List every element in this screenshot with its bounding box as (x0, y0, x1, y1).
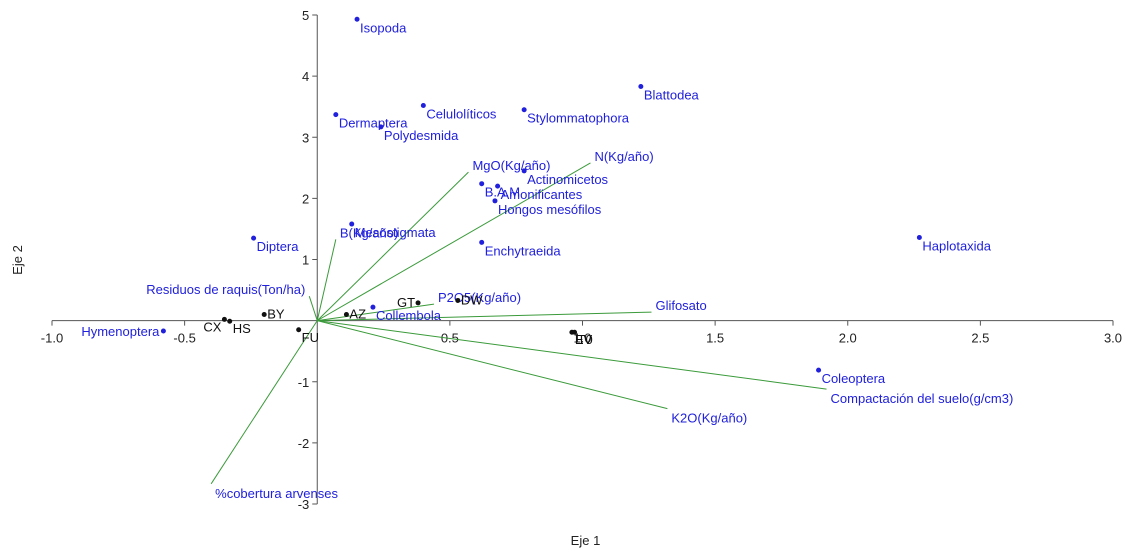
species-label: Actinomicetos (527, 172, 608, 187)
y-axis-title: Eje 2 (10, 245, 25, 275)
species-point (333, 112, 339, 118)
species-point (354, 16, 360, 22)
vector-line (210, 320, 318, 485)
species-label: Amonificantes (501, 187, 583, 202)
site-label: AZ (349, 307, 366, 322)
site-point (572, 329, 578, 335)
y-tick-label: -3 (298, 497, 310, 512)
x-tick-label: -1.0 (41, 331, 63, 346)
species-point (251, 235, 257, 241)
x-tick-label: -0.5 (173, 331, 195, 346)
vector-label: Glifosato (655, 298, 706, 313)
species-label: Blattodea (644, 88, 700, 103)
species-label: Coleoptera (822, 371, 886, 386)
site-point (227, 318, 233, 324)
y-tick-label: 2 (302, 191, 309, 206)
vector-line (317, 303, 435, 322)
species-point (370, 304, 376, 310)
species-label: Mesostigmata (355, 225, 437, 240)
y-tick-label: -1 (298, 375, 310, 390)
vector-label: %cobertura arvenses (215, 486, 338, 501)
site-label: T0 (578, 332, 593, 347)
vector-line (316, 171, 469, 321)
site-point (415, 300, 421, 306)
species-point (816, 367, 822, 373)
vector-label: B(Kg/año) (340, 225, 399, 240)
vector-line (316, 239, 337, 321)
x-tick-label: 2.5 (971, 331, 989, 346)
vector-label: N(Kg/año) (594, 149, 653, 164)
site-point (221, 316, 227, 322)
species-label: B.A.M (485, 185, 520, 200)
species-label: Haplotaxida (922, 238, 991, 253)
site-point (296, 327, 302, 333)
species-point (349, 221, 355, 227)
species-label: Diptera (257, 239, 300, 254)
vector-label: K2O(Kg/año) (671, 411, 747, 426)
species: Isopoda Blattodea Dermaptera Celulolíticos S… (81, 16, 992, 386)
species-point (420, 102, 426, 108)
vector-line (317, 320, 827, 390)
species-label: Stylommatophora (527, 111, 630, 126)
x-tick-label: 1.5 (706, 331, 724, 346)
species-label: Hymenoptera (81, 324, 160, 339)
site-point (455, 297, 461, 303)
site-label: GT (397, 295, 415, 310)
species-point (521, 168, 527, 174)
vector-line (308, 296, 318, 321)
vectors: N(Kg/año) MgO(Kg/año) B(Kg/año) Residuos de… (146, 149, 1013, 501)
species-point (495, 183, 501, 189)
site-label: DW (461, 292, 483, 307)
species-label: Hongos mesófilos (498, 202, 602, 217)
species-label: Polydesmida (384, 128, 459, 143)
species-label: Isopoda (360, 20, 407, 35)
vector-line (317, 320, 668, 410)
x-tick-label: 3.0 (1104, 331, 1122, 346)
species-point (378, 124, 384, 130)
site-point (343, 312, 349, 318)
species-point (521, 107, 527, 113)
species-label: Enchytraeida (485, 243, 562, 258)
species-point (160, 328, 166, 334)
site-label: EV (575, 332, 593, 347)
x-tick-label: 2.0 (839, 331, 857, 346)
site-label: FU (302, 330, 319, 345)
x-tick-label: 1.0 (573, 331, 591, 346)
axes (52, 15, 1113, 504)
x-axis-title: Eje 1 (571, 533, 601, 548)
y-tick-label: 1 (302, 253, 309, 268)
site-label: CX (203, 319, 221, 334)
species-label: Celulolíticos (426, 106, 497, 121)
species-point (916, 234, 922, 240)
species-point (492, 198, 498, 204)
vector-label: Compactación del suelo(g/cm3) (831, 391, 1014, 406)
species-point (479, 239, 485, 245)
y-tick-label: 3 (302, 130, 309, 145)
species-point (479, 181, 485, 187)
vector-label: MgO(Kg/año) (472, 158, 550, 173)
species-point (638, 84, 644, 90)
y-tick-label: -2 (298, 436, 310, 451)
y-tick-label: 5 (302, 8, 309, 23)
species-label: Dermaptera (339, 116, 408, 131)
vector-label: Residuos de raquis(Ton/ha) (146, 282, 305, 297)
site-point (261, 312, 267, 318)
site-label: HS (233, 321, 251, 336)
species-label: Collembola (376, 308, 442, 323)
vector-line (317, 162, 591, 322)
vector-line (317, 311, 652, 322)
y-tick-label: 4 (302, 69, 309, 84)
site-label: BY (267, 307, 285, 322)
